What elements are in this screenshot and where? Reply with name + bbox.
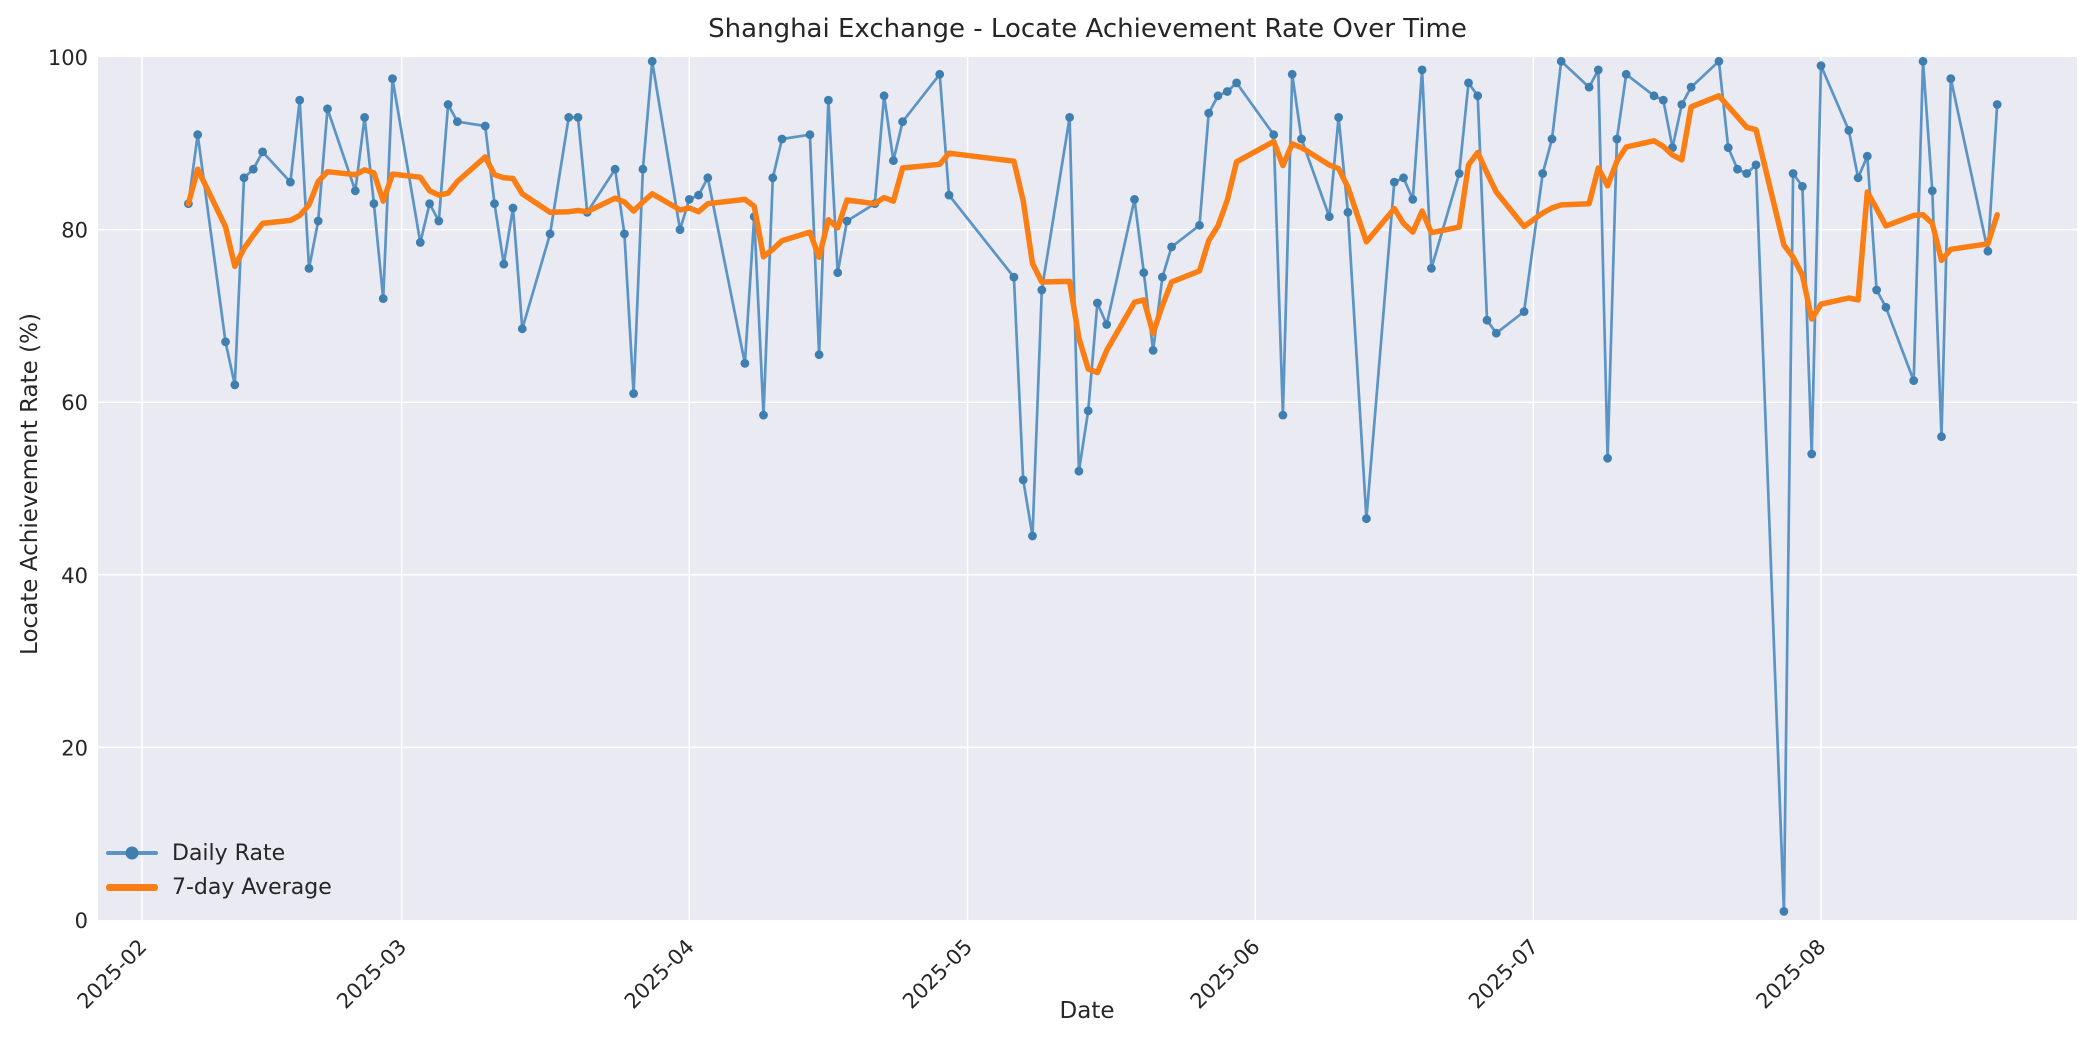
x-axis-label: Date <box>1059 998 1115 1024</box>
chart-title: Shanghai Exchange - Locate Achievement R… <box>708 14 1467 44</box>
legend-item-7day-average: 7-day Average <box>106 870 332 904</box>
y-axis-label: Locate Achievement Rate (%) <box>17 313 43 655</box>
seven-day-average-line-swatch-icon <box>106 883 158 891</box>
x-tick-label: 2025-08 <box>1751 935 1830 1014</box>
x-tick-label: 2025-02 <box>73 935 152 1014</box>
seven-day-average-line <box>185 93 2000 376</box>
x-tick-label: 2025-06 <box>1186 935 1265 1014</box>
y-tick-label: 0 <box>75 909 88 933</box>
y-tick-label: 80 <box>61 219 88 243</box>
x-tick-label: 2025-04 <box>620 935 699 1014</box>
x-tick-label: 2025-05 <box>898 935 977 1014</box>
y-tick-label: 40 <box>61 564 88 588</box>
y-tick-label: 100 <box>48 46 88 70</box>
legend-label-7day-average: 7-day Average <box>172 874 332 900</box>
y-tick-label: 20 <box>61 736 88 760</box>
x-tick-label: 2025-07 <box>1464 935 1543 1014</box>
x-tick-label: 2025-03 <box>332 935 411 1014</box>
daily-rate-markers <box>184 56 2002 916</box>
y-tick-label: 60 <box>61 391 88 415</box>
legend-item-daily-rate: Daily Rate <box>106 836 332 870</box>
legend-label-daily-rate: Daily Rate <box>172 840 286 866</box>
legend: Daily Rate 7-day Average <box>106 836 332 904</box>
daily-rate-line-swatch-icon <box>106 846 158 860</box>
